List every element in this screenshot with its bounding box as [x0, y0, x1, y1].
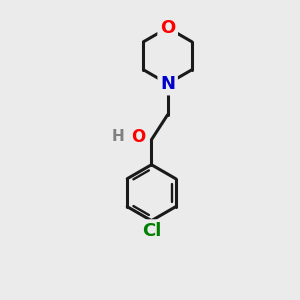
Text: O: O — [160, 19, 175, 37]
Text: H: H — [111, 129, 124, 144]
Text: Cl: Cl — [142, 222, 161, 240]
Text: O: O — [131, 128, 145, 146]
Text: N: N — [160, 75, 175, 93]
